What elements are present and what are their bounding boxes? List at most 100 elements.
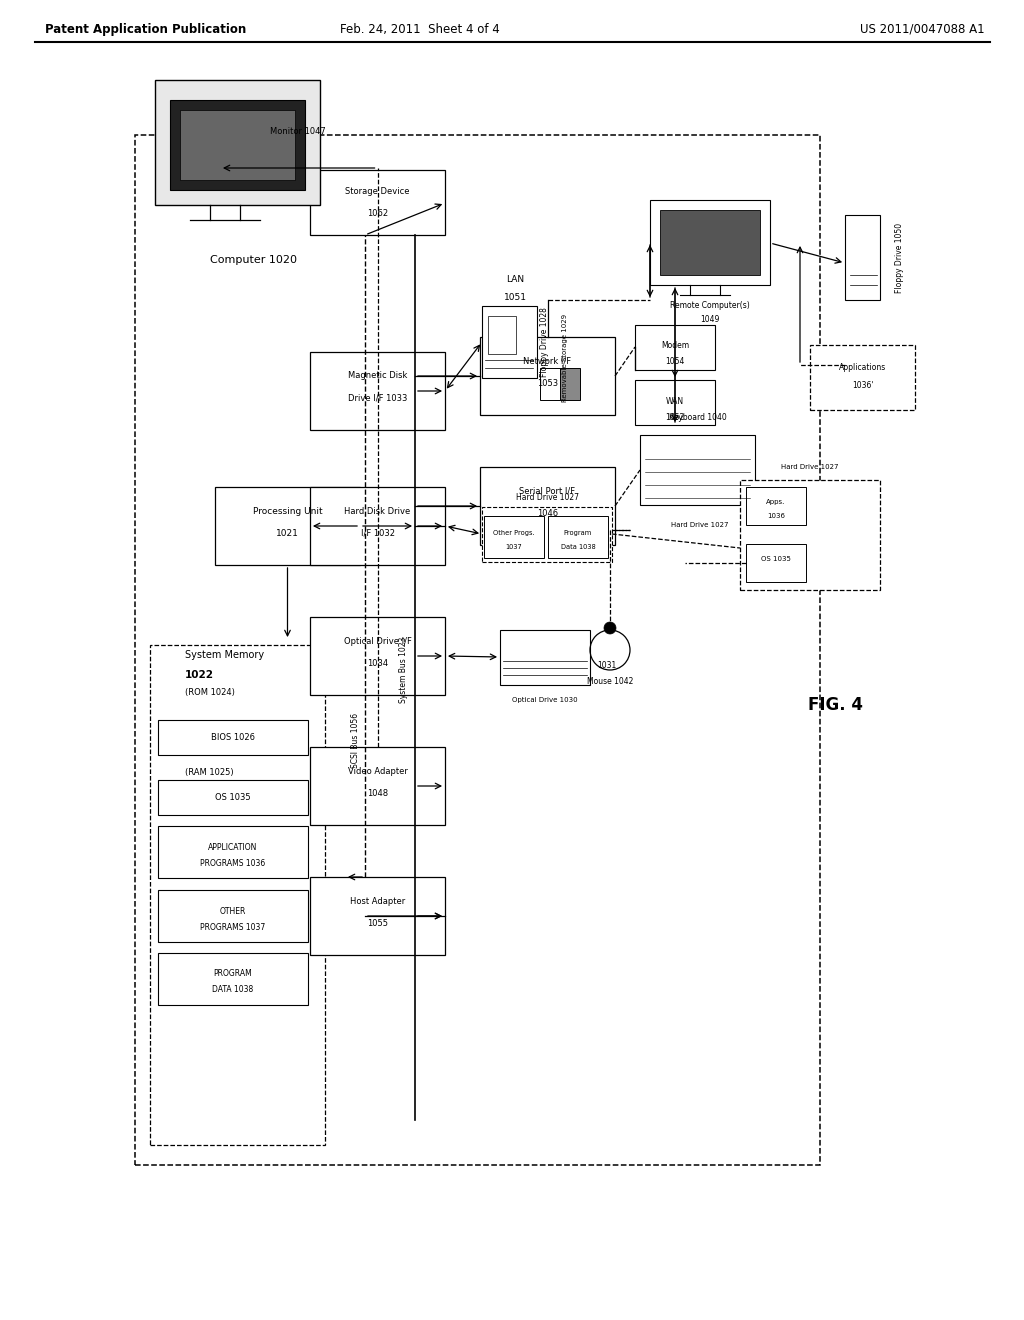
Bar — [484, 516, 544, 558]
Text: US 2011/0047088 A1: US 2011/0047088 A1 — [860, 22, 985, 36]
Bar — [158, 826, 308, 878]
Bar — [170, 100, 305, 190]
Text: System Memory: System Memory — [185, 649, 264, 660]
Text: Hard Disk Drive: Hard Disk Drive — [344, 507, 411, 516]
Bar — [180, 110, 295, 180]
Text: Floppy Drive 1028: Floppy Drive 1028 — [540, 308, 549, 378]
Circle shape — [604, 622, 616, 634]
Text: OS 1035: OS 1035 — [215, 793, 251, 803]
Text: SCSI Bus 1056: SCSI Bus 1056 — [350, 713, 359, 767]
Bar — [746, 487, 806, 525]
Text: Processing Unit: Processing Unit — [253, 507, 323, 516]
Bar — [482, 306, 537, 378]
Bar — [158, 780, 308, 814]
Text: Serial Port I/F: Serial Port I/F — [519, 487, 575, 495]
Bar — [310, 747, 445, 825]
Text: Data 1038: Data 1038 — [560, 544, 595, 550]
Text: Feb. 24, 2011  Sheet 4 of 4: Feb. 24, 2011 Sheet 4 of 4 — [340, 22, 500, 36]
Bar — [158, 719, 308, 755]
Text: 1036: 1036 — [767, 513, 785, 519]
Text: Apps.: Apps. — [766, 499, 785, 506]
Text: I/F 1032: I/F 1032 — [360, 528, 394, 537]
Bar — [158, 890, 308, 942]
Bar — [555, 368, 580, 400]
Text: 1055: 1055 — [367, 919, 388, 928]
Text: Keyboard 1040: Keyboard 1040 — [669, 413, 726, 422]
Text: Mouse 1042: Mouse 1042 — [587, 677, 633, 686]
Bar — [650, 201, 770, 285]
Text: (RAM 1025): (RAM 1025) — [185, 767, 233, 776]
Bar — [158, 953, 308, 1005]
Text: Storage Device: Storage Device — [345, 187, 410, 197]
Bar — [310, 352, 445, 430]
Text: 1054: 1054 — [666, 358, 685, 367]
Text: PROGRAM: PROGRAM — [214, 969, 252, 978]
Text: Host Adapter: Host Adapter — [350, 896, 406, 906]
Text: Network I/F: Network I/F — [523, 356, 571, 366]
Bar — [845, 215, 880, 300]
Text: Modem: Modem — [660, 342, 689, 351]
Text: Video Adapter: Video Adapter — [347, 767, 408, 776]
Text: FIG. 4: FIG. 4 — [808, 696, 862, 714]
Text: Other Progs.: Other Progs. — [494, 531, 535, 536]
Text: Floppy Drive 1050: Floppy Drive 1050 — [896, 223, 904, 293]
Text: 1049: 1049 — [700, 315, 720, 325]
Bar — [310, 487, 445, 565]
Bar — [135, 135, 820, 1166]
Text: LAN: LAN — [506, 276, 524, 285]
Text: OTHER: OTHER — [220, 907, 246, 916]
Text: WAN: WAN — [666, 396, 684, 405]
Text: Program: Program — [564, 531, 592, 536]
Bar — [480, 337, 615, 414]
Bar — [810, 345, 915, 411]
Text: (ROM 1024): (ROM 1024) — [185, 689, 234, 697]
Text: 1031: 1031 — [597, 660, 616, 669]
Text: Drive I/F 1033: Drive I/F 1033 — [348, 393, 408, 403]
Text: 1048: 1048 — [367, 788, 388, 797]
Text: Patent Application Publication: Patent Application Publication — [45, 22, 246, 36]
Text: Optical Drive 1030: Optical Drive 1030 — [512, 697, 578, 704]
Text: System Bus 1023: System Bus 1023 — [398, 636, 408, 704]
Text: PROGRAMS 1037: PROGRAMS 1037 — [201, 923, 265, 932]
Bar — [635, 325, 715, 370]
Bar — [150, 645, 325, 1144]
Bar — [310, 170, 445, 235]
Text: 1021: 1021 — [276, 528, 299, 537]
Text: Hard Drive 1027: Hard Drive 1027 — [672, 521, 729, 528]
Bar — [635, 380, 715, 425]
Text: 1022: 1022 — [185, 671, 214, 680]
Bar — [540, 368, 560, 400]
Text: 1053: 1053 — [537, 379, 558, 388]
Text: Optical Drive I/F: Optical Drive I/F — [344, 636, 412, 645]
Text: 1051: 1051 — [504, 293, 526, 302]
Bar — [548, 516, 608, 558]
Bar — [310, 876, 445, 954]
Text: OS 1035: OS 1035 — [761, 556, 791, 562]
Bar — [640, 436, 755, 506]
Bar — [660, 210, 760, 275]
Bar — [740, 480, 880, 590]
Text: Hard Drive 1027: Hard Drive 1027 — [781, 465, 839, 470]
Bar — [482, 507, 612, 562]
Text: 1036': 1036' — [852, 380, 873, 389]
Bar — [480, 467, 615, 545]
Text: Computer 1020: Computer 1020 — [210, 255, 297, 265]
Text: Hard Drive 1027: Hard Drive 1027 — [515, 494, 579, 503]
Text: Magnetic Disk: Magnetic Disk — [348, 371, 408, 380]
Text: APPLICATION: APPLICATION — [208, 842, 258, 851]
Bar — [310, 616, 445, 696]
Text: DATA 1038: DATA 1038 — [212, 986, 254, 994]
Bar — [488, 315, 516, 354]
Text: Monitor 1047: Monitor 1047 — [270, 128, 326, 136]
Bar — [215, 487, 360, 565]
Bar — [155, 81, 319, 205]
Text: 1052: 1052 — [666, 413, 685, 421]
Text: Applications: Applications — [839, 363, 886, 372]
Text: 1046: 1046 — [537, 508, 558, 517]
Text: Removable Storage 1029: Removable Storage 1029 — [562, 314, 568, 403]
Text: 1062: 1062 — [367, 209, 388, 218]
Bar — [500, 630, 590, 685]
Text: Remote Computer(s): Remote Computer(s) — [670, 301, 750, 310]
Text: BIOS 1026: BIOS 1026 — [211, 734, 255, 742]
Text: 1037: 1037 — [506, 544, 522, 550]
